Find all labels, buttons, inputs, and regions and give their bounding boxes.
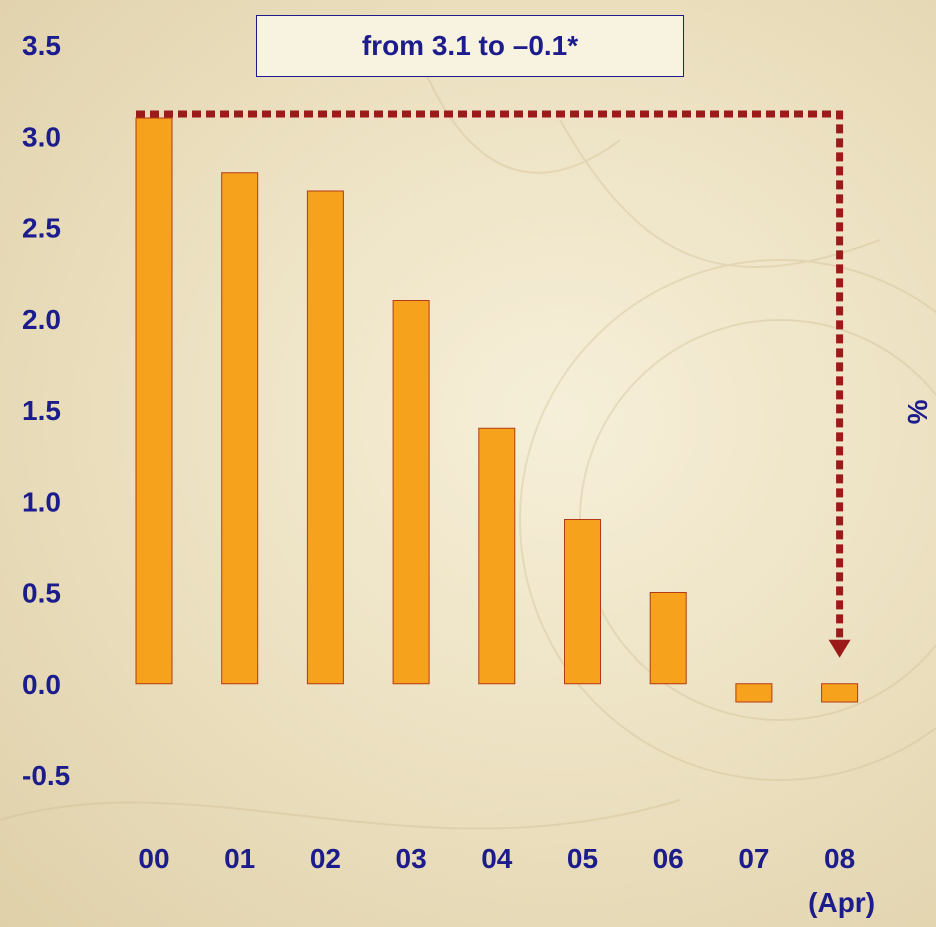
bar-00: [135, 117, 173, 685]
x-tick-label: 03: [396, 843, 427, 874]
x-tick-label: 05: [567, 843, 598, 874]
arrow-line: [136, 110, 844, 646]
x-tick-label: 08: [824, 843, 855, 874]
y-tick-label: 3.0: [22, 121, 61, 152]
annotation-text: from 3.1 to –0.1*: [361, 30, 579, 61]
arrow-head: [828, 639, 851, 658]
y-tick-label: 0.0: [22, 669, 61, 700]
y-tick-label: 2.0: [22, 304, 61, 335]
y-axis-unit-label: %: [897, 392, 936, 432]
y-axis-ticks: 3.5 3.0 2.5 2.0 1.5 1.0 0.5 0.0 -0.5: [22, 30, 70, 791]
bar-05: [564, 519, 601, 685]
x-tick-label: 04: [481, 843, 513, 874]
x-tick-label: 02: [310, 843, 341, 874]
y-tick-label: 2.5: [22, 213, 61, 244]
y-tick-label: -0.5: [22, 760, 70, 791]
x-axis-ticks: 00 01 02 03 04 05 06 07 08 (Apr): [138, 843, 875, 918]
y-tick-label: 1.5: [22, 395, 61, 426]
bar-01: [221, 172, 259, 685]
bar-03: [392, 300, 430, 685]
annotation-box: from 3.1 to –0.1*: [256, 15, 684, 77]
bar-04: [478, 427, 516, 685]
bars-group: [135, 117, 859, 703]
y-tick-label: 0.5: [22, 578, 61, 609]
x-tick-label: 01: [224, 843, 255, 874]
bar-07: [735, 683, 773, 703]
x-tick-sublabel: (Apr): [808, 887, 875, 918]
bar-08: [821, 683, 859, 703]
y-tick-label: 3.5: [22, 30, 61, 61]
bar-02: [306, 190, 344, 685]
y-tick-label: 1.0: [22, 486, 61, 517]
x-tick-label: 07: [738, 843, 769, 874]
bar-06: [649, 592, 687, 685]
x-tick-label: 00: [138, 843, 169, 874]
unit-text: %: [902, 399, 933, 425]
trend-arrow: [136, 110, 851, 658]
x-tick-label: 06: [653, 843, 684, 874]
